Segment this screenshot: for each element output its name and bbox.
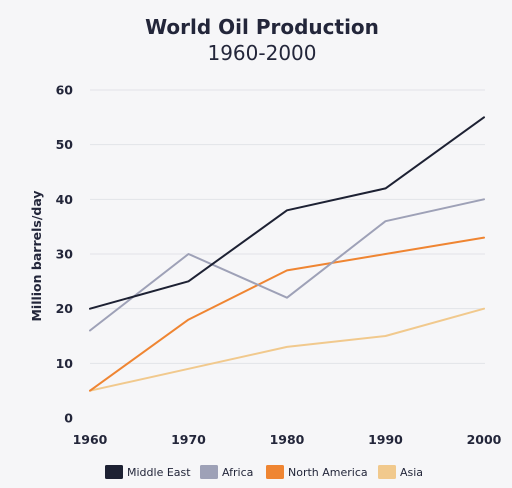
y-tick-label: 20 xyxy=(56,301,74,316)
y-axis-ticks: 0 10 20 30 40 50 60 xyxy=(56,83,74,426)
x-axis-ticks: 1960 1970 1980 1990 2000 xyxy=(73,432,502,447)
legend-swatch xyxy=(105,465,123,479)
y-tick-label: 40 xyxy=(56,192,74,207)
y-tick-label: 30 xyxy=(56,247,74,262)
y-tick-label: 0 xyxy=(64,411,73,426)
y-axis-label: Million barrels/day xyxy=(29,190,44,321)
series-line-middle-east xyxy=(89,116,485,310)
series-line-asia xyxy=(89,307,485,392)
x-tick-label: 1990 xyxy=(368,432,403,447)
series-lines xyxy=(89,116,485,392)
y-tick-label: 10 xyxy=(56,356,74,371)
x-tick-label: 2000 xyxy=(467,432,502,447)
gridlines xyxy=(90,89,485,364)
series-line-north-america xyxy=(89,236,485,392)
legend-swatch xyxy=(200,465,218,479)
legend-label: Middle East xyxy=(127,466,191,479)
legend-item-africa: Africa xyxy=(200,465,253,479)
legend-item-north-america: North America xyxy=(266,465,368,479)
legend-item-middle-east: Middle East xyxy=(105,465,191,479)
legend-swatch xyxy=(266,465,284,479)
legend: Middle East Africa North America Asia xyxy=(105,465,423,479)
legend-swatch xyxy=(378,465,396,479)
x-tick-label: 1960 xyxy=(73,432,108,447)
legend-label: Asia xyxy=(400,466,423,479)
x-tick-label: 1980 xyxy=(270,432,305,447)
legend-label: Africa xyxy=(222,466,253,479)
chart-title: World Oil Production xyxy=(145,15,379,39)
chart-subtitle: 1960-2000 xyxy=(207,41,316,65)
legend-item-asia: Asia xyxy=(378,465,423,479)
y-tick-label: 60 xyxy=(56,83,74,98)
x-tick-label: 1970 xyxy=(171,432,206,447)
y-tick-label: 50 xyxy=(56,137,74,152)
series-line-africa xyxy=(89,198,485,332)
legend-label: North America xyxy=(288,466,368,479)
